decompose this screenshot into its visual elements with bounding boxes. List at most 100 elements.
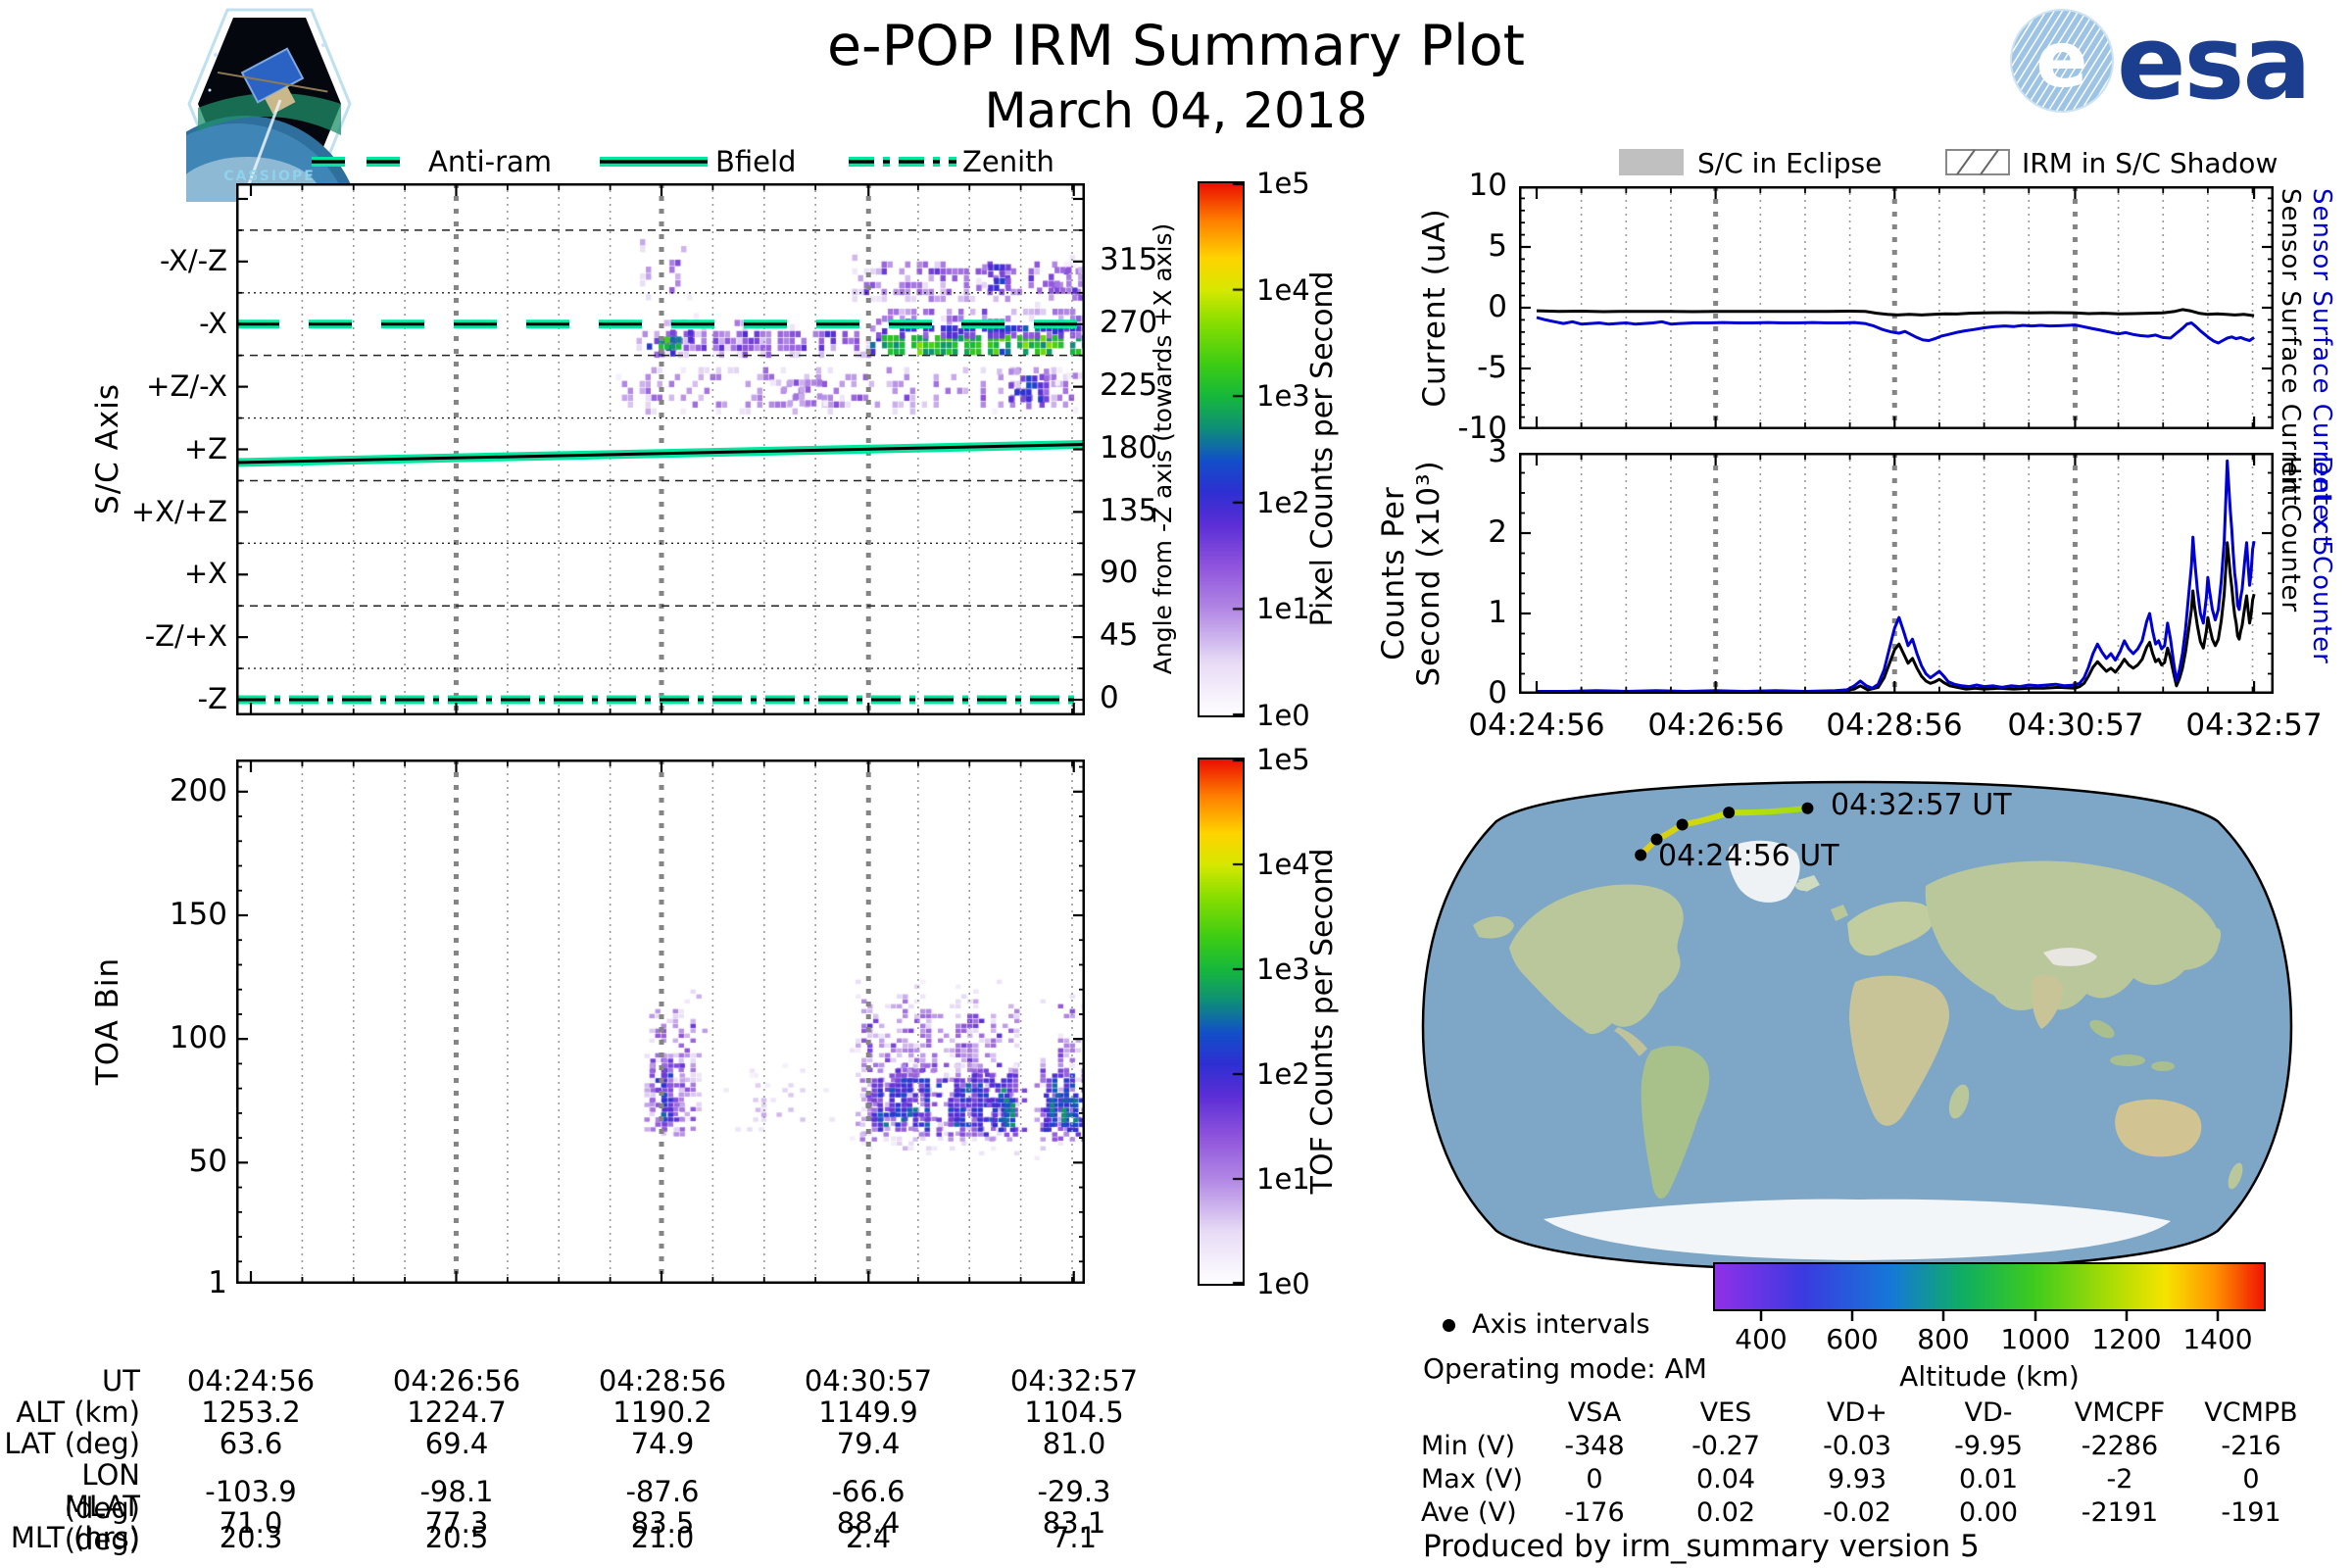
- ephemeris-value: -66.6: [831, 1475, 906, 1508]
- ephemeris-value: 1190.2: [612, 1396, 712, 1429]
- angle-axis-label: Angle from -Z axis (towards +X axis): [1149, 222, 1177, 675]
- ephemeris-value: 81.0: [1042, 1427, 1106, 1460]
- track-end-label: 04:32:57 UT: [1831, 788, 2012, 822]
- colorbar-tick: 1e0: [1256, 1267, 1310, 1300]
- svg-text:CASSIOPE: CASSIOPE: [223, 169, 316, 184]
- toa-tick: 200: [169, 773, 227, 808]
- track-start-label: 04:24:56 UT: [1658, 839, 1839, 873]
- colorbar-tick: 1e3: [1256, 379, 1310, 413]
- ephemeris-value: 20.3: [219, 1521, 283, 1554]
- voltage-value: -348: [1564, 1430, 1625, 1461]
- colorbar-tick: 1e0: [1256, 699, 1310, 732]
- ephemeris-value: 7.1: [1051, 1521, 1098, 1554]
- ephemeris-value: 04:24:56: [186, 1364, 316, 1397]
- voltage-table: VSA VES VD+ VD- VMCPF VCMPB Min (V) -348 -0.27 -0…: [1421, 1396, 2323, 1529]
- current-ytick: -5: [1477, 350, 1507, 385]
- time-tick: 04:26:56: [1647, 708, 1785, 743]
- voltage-column-header: VCMPB: [2204, 1396, 2298, 1428]
- antiram-legend-label: Anti-ram: [428, 145, 553, 178]
- voltage-column-header: VSA: [1567, 1396, 1622, 1428]
- ephemeris-value: -98.1: [419, 1475, 494, 1508]
- voltage-value: 9.93: [1827, 1463, 1887, 1494]
- sc-row-label: -Z/+X: [144, 619, 227, 653]
- ephemeris-value: 04:28:56: [598, 1364, 727, 1397]
- altitude-colorbar: [1715, 1264, 2264, 1309]
- ephemeris-value: -87.6: [625, 1475, 700, 1508]
- voltage-value: 0.04: [1695, 1463, 1756, 1494]
- tof-colorbar-label: TOF Counts per Second: [1305, 848, 1340, 1195]
- ephemeris-value: -103.9: [205, 1475, 297, 1508]
- current-ytick: -10: [1457, 411, 1507, 446]
- ephemeris-row-label: UT: [102, 1364, 140, 1397]
- current-ytick: 10: [1468, 168, 1507, 203]
- voltage-value: 0.00: [1958, 1496, 2019, 1528]
- sc-row-label: +X: [183, 557, 227, 590]
- altitude-tick: 600: [1826, 1323, 1879, 1355]
- esa-logo: e esa: [2010, 4, 2312, 122]
- ephemeris-value: 69.4: [424, 1427, 489, 1460]
- time-tick: 04:32:57: [2185, 708, 2323, 743]
- voltage-value: -191: [2221, 1496, 2281, 1528]
- voltage-header-row: VSA VES VD+ VD- VMCPF VCMPB: [1421, 1396, 2323, 1429]
- ephemeris-row: MLT (hrs) 20.3 20.5 21.0 2.4 7.1: [0, 1521, 1186, 1554]
- voltage-row: Max (V) 0 0.04 9.93 0.01 -2 0: [1421, 1462, 2323, 1495]
- ephemeris-value: 1253.2: [201, 1396, 301, 1429]
- sc-axis-spectrogram-overlay: [236, 183, 1085, 715]
- angle-tick: 45: [1100, 617, 1139, 653]
- ephemeris-value: 63.6: [219, 1427, 283, 1460]
- operating-mode: Operating mode: AM: [1423, 1352, 1707, 1385]
- eclipse-legend-label: S/C in Eclipse: [1697, 147, 1883, 179]
- tof-colorbar: [1200, 760, 1243, 1284]
- ephemeris-row: MLAT (deg) 71.0 77.3 83.5 88.4 83.1: [0, 1490, 1186, 1556]
- voltage-value: -0.27: [1691, 1430, 1760, 1461]
- time-tick: 04:30:57: [2007, 708, 2144, 743]
- angle-tick: 225: [1100, 368, 1158, 403]
- ephemeris-row: LON (deg) -103.9 -98.1 -87.6 -66.6 -29.3: [0, 1458, 1186, 1525]
- ephemeris-table: UT 04:24:56 04:26:56 04:28:56 04:30:57 04:32:…: [0, 1364, 1186, 1556]
- current-plot: [1519, 186, 2274, 429]
- time-tick: 04:24:56: [1468, 708, 1605, 743]
- ephemeris-row: ALT (km) 1253.2 1224.7 1190.2 1149.9 1104.5: [0, 1396, 1186, 1429]
- ephemeris-value: 2.4: [845, 1521, 892, 1554]
- axis-interval-dot: [1801, 802, 1814, 814]
- colorbar-tick: 1e3: [1256, 953, 1310, 986]
- ephemeris-value: 1149.9: [818, 1396, 918, 1429]
- colorbar-tick: 1e4: [1256, 848, 1310, 881]
- ephemeris-value: 74.9: [630, 1427, 695, 1460]
- voltage-value: 0.01: [1958, 1463, 2019, 1494]
- sc-row-label: -Z: [197, 682, 227, 715]
- altitude-tick: 1400: [2182, 1323, 2253, 1355]
- ephemeris-value: 04:26:56: [392, 1364, 521, 1397]
- counts-ytick: 2: [1488, 514, 1507, 550]
- angle-tick: 0: [1100, 680, 1119, 715]
- angle-tick: 180: [1100, 430, 1158, 466]
- altitude-tick: 1000: [2000, 1323, 2071, 1355]
- toa-spectrogram-overlay: [236, 760, 1085, 1284]
- ephemeris-value: 20.5: [424, 1521, 489, 1554]
- voltage-value: -216: [2221, 1430, 2281, 1461]
- altitude-tick: 1200: [2091, 1323, 2162, 1355]
- toa-tick: 1: [208, 1265, 227, 1300]
- current-ytick: 0: [1488, 289, 1507, 324]
- ephemeris-row-label: ALT (km): [16, 1396, 140, 1429]
- svg-text:esa: esa: [2117, 4, 2310, 122]
- sc-row-label: -X/-Z: [160, 244, 227, 277]
- ephemeris-value: -29.3: [1037, 1475, 1111, 1508]
- sc-row-label: +Z: [183, 432, 227, 466]
- counts-ylabel: Counts Per Second (x10³): [1376, 460, 1446, 687]
- toa-tick: 50: [188, 1144, 227, 1179]
- altitude-tick: 400: [1735, 1323, 1788, 1355]
- altitude-tick: 800: [1917, 1323, 1970, 1355]
- ephemeris-row-label: MLAT (deg): [64, 1490, 140, 1556]
- svg-text:e: e: [2036, 17, 2088, 105]
- antiram-legend-line: [312, 157, 419, 167]
- pixel-colorbar-label: Pixel Counts per Second: [1305, 270, 1340, 627]
- sc-row-label: -X: [199, 307, 227, 340]
- axis-intervals-dot-icon: [1443, 1319, 1455, 1332]
- shadow-legend-swatch: [1945, 149, 2010, 175]
- voltage-column-header: VES: [1699, 1396, 1752, 1428]
- angle-tick: 315: [1100, 242, 1158, 277]
- ephemeris-value: 79.4: [836, 1427, 901, 1460]
- colorbar-tick: 1e1: [1256, 592, 1310, 625]
- voltage-row-label: Min (V): [1421, 1430, 1516, 1461]
